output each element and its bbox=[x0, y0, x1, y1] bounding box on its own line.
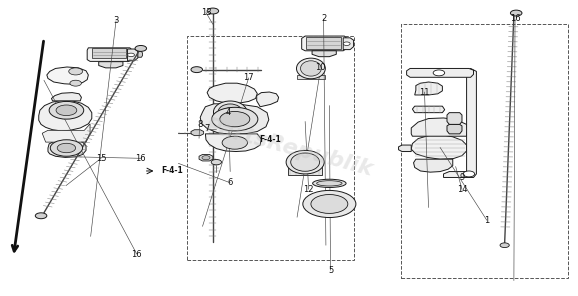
Ellipse shape bbox=[291, 153, 320, 171]
Polygon shape bbox=[407, 68, 473, 77]
Circle shape bbox=[56, 105, 77, 116]
Polygon shape bbox=[47, 67, 88, 84]
Text: 6: 6 bbox=[228, 178, 233, 187]
Circle shape bbox=[433, 70, 444, 76]
Circle shape bbox=[343, 42, 350, 46]
Bar bbox=[297, 75, 325, 79]
Polygon shape bbox=[205, 134, 261, 152]
Circle shape bbox=[135, 46, 147, 52]
Bar bbox=[288, 162, 323, 175]
Circle shape bbox=[49, 102, 84, 119]
Polygon shape bbox=[199, 155, 213, 161]
Ellipse shape bbox=[313, 179, 346, 187]
Polygon shape bbox=[87, 48, 132, 61]
Text: 4: 4 bbox=[226, 108, 231, 117]
Circle shape bbox=[463, 171, 475, 177]
Text: 3: 3 bbox=[113, 16, 118, 25]
Text: F-4-1: F-4-1 bbox=[259, 135, 281, 144]
Polygon shape bbox=[306, 37, 341, 49]
Circle shape bbox=[500, 243, 509, 247]
Circle shape bbox=[35, 213, 47, 219]
Polygon shape bbox=[411, 118, 468, 136]
Polygon shape bbox=[443, 68, 476, 178]
Polygon shape bbox=[200, 104, 269, 134]
Polygon shape bbox=[447, 113, 462, 124]
Text: 16: 16 bbox=[135, 154, 146, 163]
Polygon shape bbox=[343, 38, 354, 50]
Circle shape bbox=[510, 10, 522, 16]
Text: 11: 11 bbox=[419, 88, 430, 96]
Polygon shape bbox=[128, 49, 138, 61]
Text: 12: 12 bbox=[303, 185, 314, 194]
Polygon shape bbox=[302, 36, 347, 51]
Circle shape bbox=[57, 143, 76, 153]
Polygon shape bbox=[312, 51, 336, 57]
Text: 7: 7 bbox=[205, 124, 210, 133]
Polygon shape bbox=[39, 100, 92, 131]
Circle shape bbox=[311, 194, 348, 213]
Polygon shape bbox=[42, 124, 90, 142]
Polygon shape bbox=[413, 159, 453, 172]
Polygon shape bbox=[412, 106, 444, 113]
Ellipse shape bbox=[218, 104, 242, 120]
Circle shape bbox=[220, 112, 250, 127]
Ellipse shape bbox=[317, 181, 342, 186]
Circle shape bbox=[69, 68, 83, 75]
Ellipse shape bbox=[301, 61, 321, 76]
Circle shape bbox=[50, 140, 83, 156]
Text: 17: 17 bbox=[243, 73, 254, 82]
Circle shape bbox=[202, 156, 210, 160]
Polygon shape bbox=[411, 135, 466, 159]
Text: 14: 14 bbox=[457, 185, 467, 194]
Bar bbox=[402, 24, 568, 278]
Circle shape bbox=[222, 136, 247, 149]
Text: PartsRepublik: PartsRepublik bbox=[203, 116, 375, 180]
Polygon shape bbox=[138, 52, 143, 57]
Text: 9: 9 bbox=[460, 173, 465, 182]
Text: 16: 16 bbox=[510, 15, 520, 23]
Polygon shape bbox=[207, 83, 257, 103]
Ellipse shape bbox=[213, 101, 247, 123]
Polygon shape bbox=[447, 124, 462, 134]
Text: 13: 13 bbox=[201, 8, 212, 17]
Circle shape bbox=[207, 8, 218, 14]
Bar bbox=[187, 36, 354, 260]
Ellipse shape bbox=[286, 150, 324, 174]
Circle shape bbox=[70, 80, 81, 86]
Circle shape bbox=[128, 53, 135, 57]
Circle shape bbox=[191, 67, 202, 73]
Polygon shape bbox=[191, 130, 203, 136]
Polygon shape bbox=[414, 82, 442, 95]
Ellipse shape bbox=[297, 58, 325, 79]
Polygon shape bbox=[99, 62, 123, 68]
Circle shape bbox=[303, 190, 356, 218]
Text: F-4-1: F-4-1 bbox=[161, 166, 183, 176]
Polygon shape bbox=[92, 48, 127, 58]
Text: 5: 5 bbox=[328, 266, 333, 275]
Text: 1: 1 bbox=[484, 216, 490, 225]
Circle shape bbox=[211, 160, 221, 165]
Polygon shape bbox=[48, 139, 86, 157]
Polygon shape bbox=[51, 93, 81, 101]
Ellipse shape bbox=[224, 108, 236, 117]
Text: 2: 2 bbox=[321, 15, 326, 23]
Polygon shape bbox=[399, 145, 411, 152]
Polygon shape bbox=[257, 92, 279, 107]
Circle shape bbox=[212, 107, 258, 131]
Text: 16: 16 bbox=[131, 250, 142, 259]
Text: 8: 8 bbox=[197, 120, 202, 129]
Text: 15: 15 bbox=[96, 154, 106, 163]
Text: 10: 10 bbox=[316, 63, 326, 72]
